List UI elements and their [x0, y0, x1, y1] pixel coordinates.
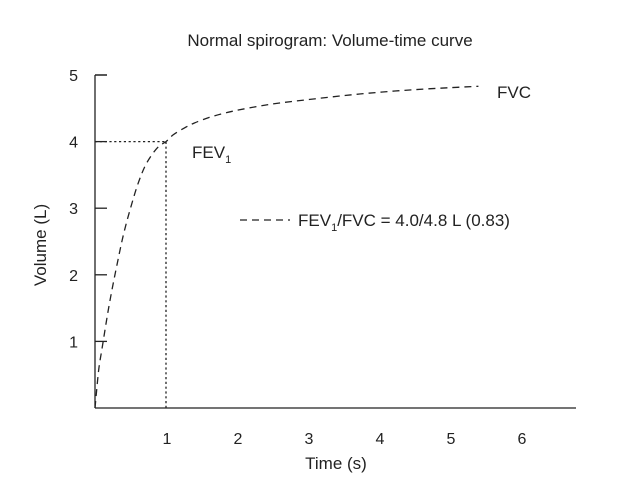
fev1-label-subscript: 1	[225, 154, 231, 166]
x-tick-label-4: 4	[376, 431, 385, 448]
x-axis-ticks: 1 2 3 4 5 6	[163, 431, 527, 448]
y-tick-label-4: 4	[69, 135, 78, 152]
legend-text: FEV1/FVC = 4.0/4.8 L (0.83)	[298, 211, 510, 234]
x-axis-title: Time (s)	[305, 454, 367, 473]
legend-text-rest: /FVC = 4.0/4.8 L (0.83)	[337, 211, 510, 230]
y-axis-title: Volume (L)	[31, 204, 50, 286]
x-tick-label-5: 5	[447, 431, 456, 448]
x-tick-label-1: 1	[163, 431, 172, 448]
x-tick-label-3: 3	[305, 431, 314, 448]
fvc-label: FVC	[497, 83, 531, 102]
chart-title: Normal spirogram: Volume-time curve	[187, 31, 472, 50]
y-tick-label-2: 2	[69, 268, 78, 285]
y-tick-label-5: 5	[69, 68, 78, 85]
x-tick-label-2: 2	[234, 431, 243, 448]
x-tick-label-6: 6	[518, 431, 527, 448]
fev1-label: FEV1	[192, 143, 231, 166]
y-tick-label-1: 1	[69, 334, 78, 351]
legend-text-main: FEV	[298, 211, 332, 230]
fev1-label-main: FEV	[192, 143, 226, 162]
y-axis-ticks: 1 2 3 4 5	[69, 68, 107, 351]
legend: FEV1/FVC = 4.0/4.8 L (0.83)	[240, 211, 510, 234]
volume-time-curve	[94, 85, 479, 409]
y-tick-label-3: 3	[69, 201, 78, 218]
legend-text-subscript: 1	[331, 222, 337, 234]
